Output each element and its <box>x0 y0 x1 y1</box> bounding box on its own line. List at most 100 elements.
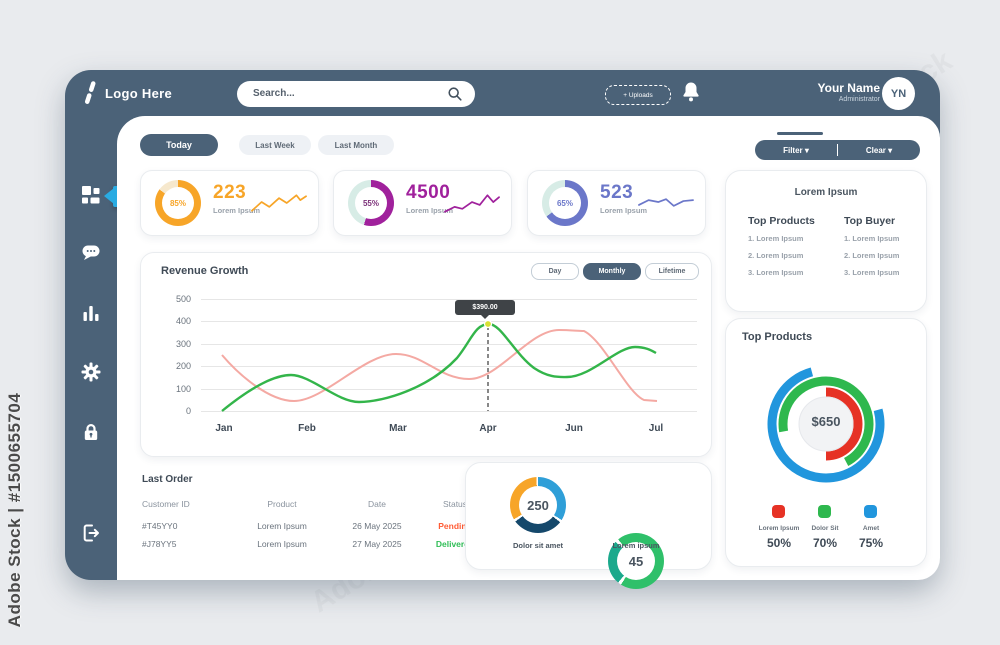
status-badge: Pending <box>438 521 472 531</box>
mini-donut-1: 250 <box>510 477 566 533</box>
last-order-title: Last Order <box>142 474 193 485</box>
revenue-title: Revenue Growth <box>161 265 249 277</box>
cell-product: Lorem Ipsum <box>257 539 307 549</box>
top-products-title: Top Products <box>742 331 813 343</box>
avatar-initials: YN <box>890 87 907 100</box>
summary-col1-heading: Top Products <box>748 215 815 227</box>
stat-value-3: 523 <box>600 182 634 203</box>
list-item: 3. Lorem Ipsum <box>844 268 900 277</box>
ring-lorem-ipsum <box>789 387 863 461</box>
filter-last-month-button[interactable]: Last Month <box>318 135 394 155</box>
bell-icon[interactable] <box>681 81 701 103</box>
y-tick: 300 <box>175 339 191 349</box>
uploads-button[interactable]: + Uploads <box>605 85 671 105</box>
tab-day[interactable]: Day <box>531 263 579 280</box>
user-role: Administrator <box>838 96 880 103</box>
stat-card-2[interactable]: 55% 4500 Lorem Ipsum <box>333 170 512 236</box>
clear-dropdown[interactable]: Clear ▾ <box>865 145 893 155</box>
stat-label-2: Lorem Ipsum <box>406 206 454 215</box>
logout-icon[interactable] <box>81 523 101 543</box>
list-item: 1. Lorem Ipsum <box>748 234 804 243</box>
summary-panel: Lorem Ipsum Top Products 1. Lorem Ipsum … <box>725 170 927 312</box>
gear-icon[interactable] <box>81 362 101 382</box>
ring-center-circle <box>798 396 854 452</box>
top-products-center-value: $650 <box>811 414 841 429</box>
stat-label-1: Lorem Ipsum <box>213 206 261 215</box>
legend-label: Lorem Ipsum <box>758 525 800 532</box>
avatar[interactable]: YN <box>882 77 915 110</box>
cell-date: 26 May 2025 <box>352 521 402 531</box>
filter-last-week-button[interactable]: Last Week <box>239 135 311 155</box>
stat-card-3[interactable]: 65% 523 Lorem Ipsum <box>527 170 706 236</box>
cell-date: 27 May 2025 <box>352 539 402 549</box>
sparkline-3 <box>638 198 694 207</box>
sparkline-2 <box>444 194 500 213</box>
cell-customer-id: #T45YY0 <box>142 521 178 531</box>
mini-donut-2-value: 45 <box>628 553 644 569</box>
last-order-section: Last Order Customer ID Product Date Stat… <box>142 474 474 564</box>
mini-donut-1-label: Dolor sit amet <box>512 541 563 550</box>
search-icon[interactable] <box>447 86 463 102</box>
stat-card-1[interactable]: 85% 223 Lorem Ipsum <box>140 170 319 236</box>
cell-customer-id: #J78YY5 <box>142 539 177 549</box>
stat-percent-2: 55% <box>362 198 379 208</box>
legend-percent: 75% <box>858 536 884 550</box>
uploads-label: + Uploads <box>623 91 653 99</box>
tab-lifetime-label: Lifetime <box>658 268 686 275</box>
user-name: Your Name <box>817 81 880 95</box>
tab-lifetime[interactable]: Lifetime <box>645 263 699 280</box>
lock-icon[interactable] <box>81 422 101 442</box>
y-tick: 500 <box>175 294 191 304</box>
col-header-date: Date <box>368 499 386 509</box>
stat-label-3: Lorem Ipsum <box>600 206 648 215</box>
dashboard-app-frame: Logo Here Search... + Uploads Your Name … <box>65 70 940 589</box>
tab-day-label: Day <box>548 268 562 275</box>
mini-donut-1-value: 250 <box>527 497 549 513</box>
mini-donut-2: 45 <box>608 533 664 589</box>
bar-chart-icon[interactable] <box>81 303 101 323</box>
status-badge: Delivered <box>435 539 475 549</box>
list-item: 2. Lorem Ipsum <box>844 251 900 260</box>
x-tick: Jun <box>565 423 583 434</box>
stat-percent-3: 65% <box>556 198 573 208</box>
stat-value-1: 223 <box>213 182 247 203</box>
summary-title: Lorem Ipsum <box>794 187 858 198</box>
x-tick: Jan <box>215 423 233 434</box>
x-tick: Feb <box>298 423 316 434</box>
x-tick: Apr <box>479 423 497 434</box>
filter-dropdown[interactable]: Filter ▾ <box>783 145 809 155</box>
filter-today-button[interactable]: Today <box>140 134 218 156</box>
search-input[interactable]: Search... <box>237 81 475 107</box>
stat-donut-1: 85% <box>155 180 201 226</box>
gridline <box>201 321 697 322</box>
tab-monthly[interactable]: Monthly <box>583 263 641 280</box>
logo-icon <box>84 81 96 104</box>
y-tick: 400 <box>175 316 191 326</box>
series-pink-line <box>221 328 658 403</box>
col-header-customer-id: Customer ID <box>142 499 190 509</box>
revenue-line-chart <box>221 319 658 412</box>
top-products-card: Top Products $650 Lorem Ipsum Dolor Sit … <box>725 318 927 567</box>
gridline <box>201 411 697 412</box>
highlight-point[interactable] <box>483 319 493 329</box>
tab-indicator <box>777 132 823 135</box>
tab-monthly-label: Monthly <box>598 268 626 275</box>
filter-last-month-label: Last Month <box>334 140 378 150</box>
dashboard-grid-icon[interactable] <box>81 185 101 205</box>
chart-tooltip-value: $390.00 <box>472 304 498 311</box>
summary-col2-heading: Top Buyer <box>844 215 896 227</box>
filter-last-week-label: Last Week <box>255 140 295 150</box>
ring-dolor-sit <box>778 376 874 472</box>
main-content: Today Last Week Last Month Filter ▾ Clea… <box>117 116 940 589</box>
legend-percent: 70% <box>812 536 838 550</box>
stat-percent-1: 85% <box>169 198 186 208</box>
top-products-ring-chart <box>767 365 885 483</box>
gridline <box>201 299 697 300</box>
list-item: 1. Lorem Ipsum <box>844 234 900 243</box>
filter-today-label: Today <box>166 140 192 150</box>
legend-label: Amet <box>862 525 880 532</box>
y-tick: 100 <box>175 384 191 394</box>
legend-swatch-red <box>772 505 785 518</box>
x-tick: Mar <box>389 423 407 434</box>
chat-icon[interactable] <box>81 243 101 263</box>
